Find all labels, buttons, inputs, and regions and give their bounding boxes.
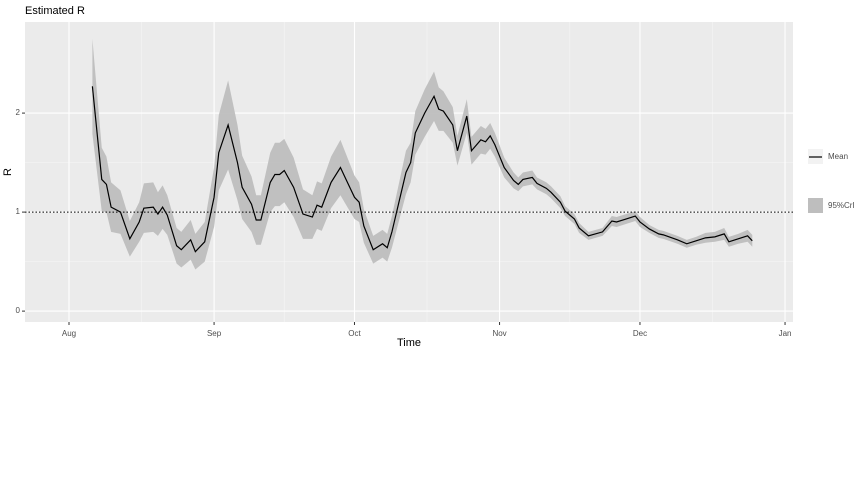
legend-label: Mean [828, 152, 848, 161]
x-tick-label: Dec [633, 329, 647, 338]
x-tick-label: Aug [62, 329, 76, 338]
x-tick-label: Jan [779, 329, 792, 338]
y-tick-label: 2 [16, 108, 21, 117]
legend-label: 95%CrI [828, 201, 855, 210]
mean-line [91, 86, 753, 253]
chart-title: Estimated R [25, 5, 85, 17]
x-tick-label: Oct [348, 329, 361, 338]
y-tick-label: 1 [16, 207, 21, 216]
legend-key [808, 198, 823, 213]
x-tick-label: Nov [492, 329, 506, 338]
x-axis-title: Time [397, 337, 421, 349]
x-tick-label: Sep [207, 329, 222, 338]
y-axis-title: R [2, 168, 14, 176]
y-tick-label: 0 [16, 306, 21, 315]
